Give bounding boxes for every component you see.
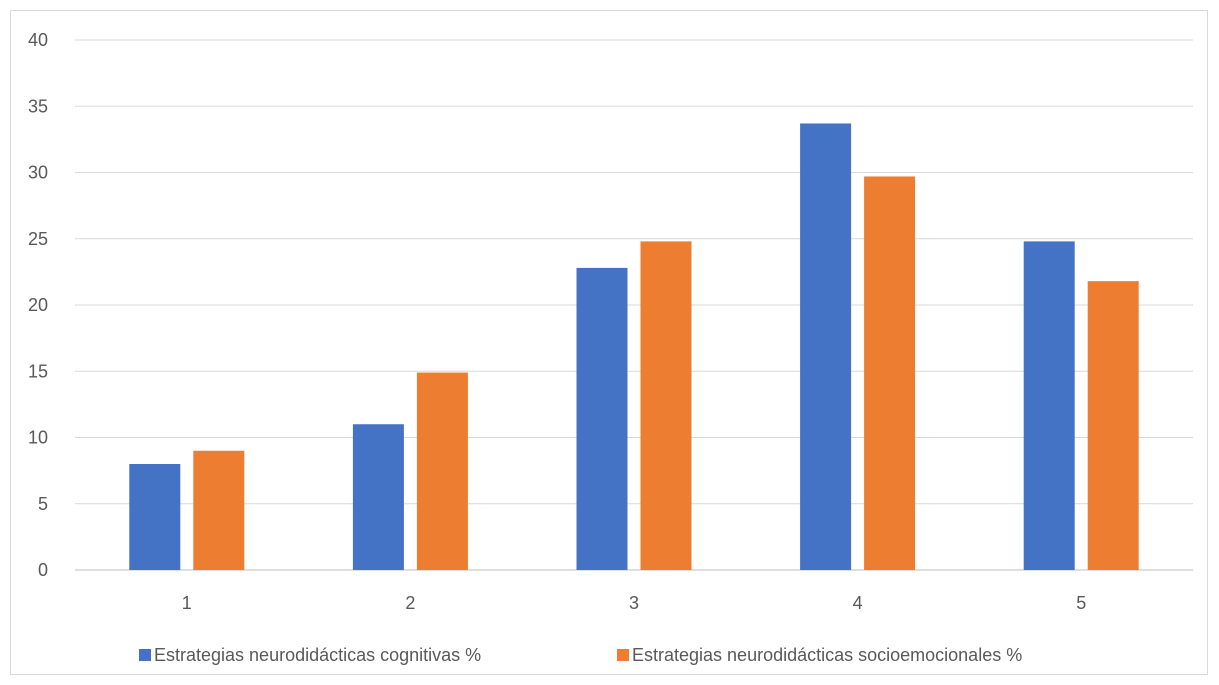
legend-label-series-1: Estrategias neurodidácticas cognitivas % xyxy=(154,645,481,665)
legend-label-series-2: Estrategias neurodidácticas socioemocion… xyxy=(632,645,1022,665)
gridlines xyxy=(75,39,1193,571)
x-tick-label: 1 xyxy=(182,593,192,613)
bar-series-1-category-4 xyxy=(800,123,852,570)
y-tick-label: 40 xyxy=(28,30,48,50)
y-tick-label: 5 xyxy=(38,494,48,514)
y-tick-label: 15 xyxy=(28,361,48,381)
bar-series-2-category-2 xyxy=(416,372,468,570)
bar-series-2-category-5 xyxy=(1087,281,1139,570)
y-tick-label: 0 xyxy=(38,560,48,580)
legend: Estrategias neurodidácticas cognitivas %… xyxy=(139,645,1022,665)
bar-series-1-category-2 xyxy=(352,424,404,570)
x-axis-tick-labels: 1 2 3 4 5 xyxy=(182,593,1086,613)
y-tick-label: 35 xyxy=(28,96,48,116)
legend-swatch-series-2 xyxy=(617,649,629,661)
y-tick-label: 20 xyxy=(28,295,48,315)
x-tick-label: 4 xyxy=(853,593,863,613)
bar-series-2-category-3 xyxy=(640,241,692,570)
bar-series-2-category-4 xyxy=(864,176,916,570)
y-tick-label: 25 xyxy=(28,229,48,249)
y-tick-label: 30 xyxy=(28,163,48,183)
bar-series-1-category-3 xyxy=(576,267,628,570)
y-axis-tick-labels: 0 5 10 15 20 25 30 35 40 xyxy=(28,30,48,580)
legend-swatch-series-1 xyxy=(139,649,151,661)
x-tick-label: 3 xyxy=(629,593,639,613)
y-tick-label: 10 xyxy=(28,428,48,448)
bars xyxy=(129,123,1139,570)
bar-series-1-category-5 xyxy=(1023,241,1075,570)
bar-series-2-category-1 xyxy=(193,450,245,570)
x-tick-label: 5 xyxy=(1076,593,1086,613)
x-tick-label: 2 xyxy=(405,593,415,613)
bar-series-1-category-1 xyxy=(129,464,181,570)
